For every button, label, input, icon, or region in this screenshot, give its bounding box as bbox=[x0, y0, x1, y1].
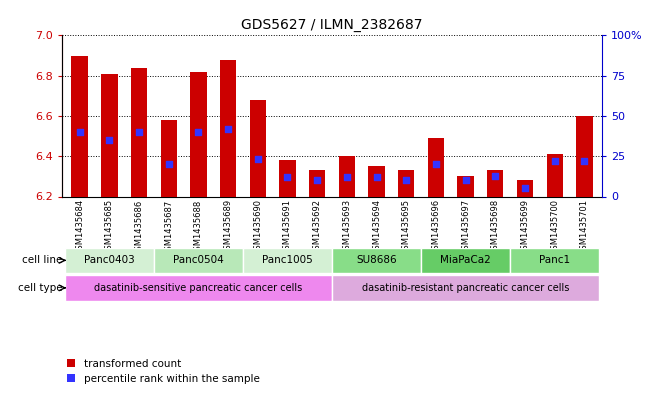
Bar bbox=[421, 248, 510, 273]
Point bbox=[163, 161, 174, 167]
Point bbox=[490, 173, 501, 179]
Point bbox=[431, 161, 441, 167]
Bar bbox=[65, 248, 154, 273]
Bar bbox=[398, 170, 415, 196]
Text: Panc0504: Panc0504 bbox=[173, 255, 224, 265]
Bar bbox=[249, 100, 266, 196]
Bar bbox=[510, 248, 599, 273]
Point bbox=[283, 174, 293, 180]
Point bbox=[549, 158, 560, 164]
Point bbox=[519, 185, 530, 192]
Text: cell line: cell line bbox=[22, 255, 62, 265]
Bar bbox=[339, 156, 355, 196]
Bar bbox=[190, 72, 206, 196]
Point bbox=[371, 174, 381, 180]
Text: SU8686: SU8686 bbox=[356, 255, 397, 265]
Point bbox=[253, 156, 263, 163]
Bar bbox=[161, 120, 177, 196]
Point bbox=[134, 129, 145, 135]
Bar bbox=[546, 154, 563, 196]
Bar bbox=[72, 55, 88, 196]
Point bbox=[401, 177, 411, 184]
Text: dasatinib-sensitive pancreatic cancer cells: dasatinib-sensitive pancreatic cancer ce… bbox=[94, 283, 303, 293]
Bar bbox=[428, 138, 444, 196]
Point bbox=[193, 129, 204, 135]
Point bbox=[460, 177, 471, 184]
Bar bbox=[576, 116, 592, 196]
Text: GDS5627 / ILMN_2382687: GDS5627 / ILMN_2382687 bbox=[242, 18, 422, 32]
Point bbox=[104, 137, 115, 143]
Text: Panc1005: Panc1005 bbox=[262, 255, 313, 265]
Point bbox=[342, 174, 352, 180]
Point bbox=[312, 177, 322, 184]
Bar bbox=[332, 275, 599, 301]
Bar bbox=[458, 176, 474, 196]
Bar bbox=[101, 73, 118, 196]
Bar bbox=[332, 248, 421, 273]
Bar bbox=[309, 170, 326, 196]
Bar bbox=[368, 166, 385, 196]
Point bbox=[223, 126, 233, 132]
Text: MiaPaCa2: MiaPaCa2 bbox=[440, 255, 491, 265]
Bar bbox=[279, 160, 296, 196]
Point bbox=[74, 129, 85, 135]
Text: cell type: cell type bbox=[18, 283, 62, 293]
Text: Panc1: Panc1 bbox=[539, 255, 570, 265]
Legend: transformed count, percentile rank within the sample: transformed count, percentile rank withi… bbox=[67, 359, 260, 384]
Bar bbox=[243, 248, 332, 273]
Bar bbox=[131, 68, 147, 196]
Bar bbox=[517, 180, 533, 196]
Bar bbox=[154, 248, 243, 273]
Bar bbox=[220, 59, 236, 196]
Text: Panc0403: Panc0403 bbox=[84, 255, 135, 265]
Bar bbox=[487, 170, 503, 196]
Bar bbox=[65, 275, 332, 301]
Point bbox=[579, 158, 590, 164]
Text: dasatinib-resistant pancreatic cancer cells: dasatinib-resistant pancreatic cancer ce… bbox=[362, 283, 569, 293]
